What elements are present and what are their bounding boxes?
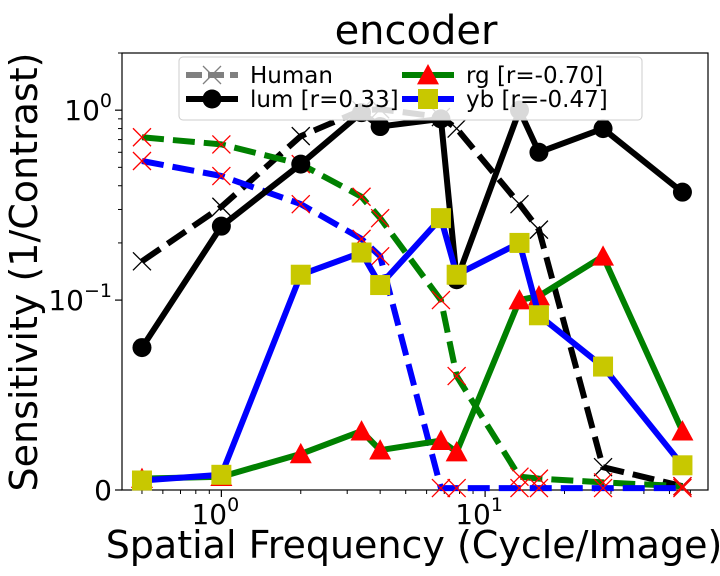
y-tick-label: 0	[94, 474, 112, 507]
legend-marker	[202, 65, 222, 85]
legend-item: rg [r=-0.70]	[402, 63, 603, 89]
model-data-point	[351, 242, 372, 263]
human-data-point	[352, 187, 371, 207]
model-data-point	[211, 464, 232, 485]
human-data-point	[529, 478, 549, 498]
model-data-point	[430, 208, 451, 229]
model-data-point	[529, 142, 549, 162]
y-tick-exponent: −1	[84, 280, 112, 302]
plot-frame	[121, 52, 709, 491]
model-data-point	[291, 154, 311, 174]
model-data-point	[289, 442, 312, 464]
legend-marker	[418, 89, 438, 109]
legend-label: rg [r=-0.70]	[466, 63, 603, 89]
model-data-point	[211, 216, 231, 236]
human-data-point	[132, 127, 152, 147]
human-data-point	[510, 194, 529, 214]
model-data-point	[446, 264, 467, 285]
human-curve	[141, 134, 683, 490]
model-data-point	[593, 119, 613, 139]
model-data-point	[350, 420, 373, 441]
model-data-point	[672, 455, 693, 476]
model-data-point	[592, 245, 615, 266]
human-data-point	[431, 478, 451, 498]
model-data-point	[369, 439, 392, 460]
model-data-point	[131, 470, 152, 491]
model-data-point	[445, 441, 468, 462]
model-data-point	[429, 429, 452, 450]
legend-label: Human	[250, 63, 333, 89]
human-data-point	[529, 469, 549, 489]
human-data-point	[291, 126, 311, 146]
x-tick-exponent: 0	[227, 494, 239, 516]
model-data-point	[672, 182, 692, 202]
x-tick-label: 100	[191, 494, 239, 531]
human-data-point	[431, 290, 451, 310]
y-tick-exponent: 0	[100, 90, 112, 112]
human-data-point	[370, 246, 390, 266]
legend-item: yb [r=-0.47]	[402, 87, 608, 113]
x-axis-label: Spatial Frequency (Cycle/Image)	[106, 523, 720, 567]
human-data-point	[672, 476, 692, 496]
human-data-point	[370, 208, 390, 228]
human-data-point	[447, 478, 467, 498]
model-data-point	[509, 232, 530, 253]
human-data-point	[211, 134, 231, 154]
human-data-point	[593, 457, 613, 477]
human-curve	[140, 106, 684, 490]
human-data-point	[447, 366, 467, 386]
x-tick-label: 101	[455, 494, 503, 531]
human-data-point	[510, 478, 529, 498]
human-data-point	[211, 197, 231, 217]
model-data-point	[370, 117, 390, 137]
model-data-point	[508, 289, 531, 310]
human-data-point	[447, 119, 467, 139]
y-tick-label: 10−1	[48, 280, 112, 317]
series-4-model	[131, 208, 693, 491]
series-3-human	[132, 127, 692, 496]
model-data-point	[290, 264, 311, 285]
legend-marker	[417, 64, 439, 85]
model-data-point	[132, 338, 152, 358]
human-data-point	[529, 220, 549, 240]
x-tick-base: 10	[455, 498, 491, 531]
legend-label: lum [r=0.33]	[250, 87, 399, 113]
model-data-point	[593, 356, 614, 377]
y-tick-label: 100	[64, 90, 112, 127]
human-data-point	[132, 151, 152, 171]
y-tick-base: 10	[64, 94, 100, 127]
human-data-point	[672, 478, 692, 498]
x-tick-exponent: 1	[491, 494, 503, 516]
series-5-human	[132, 151, 692, 498]
series-2-model	[130, 245, 694, 488]
human-data-point	[132, 251, 152, 271]
model-data-point	[671, 420, 694, 441]
legend-item: Human	[186, 63, 333, 89]
chart-title: encoder	[335, 8, 498, 54]
human-data-point	[211, 166, 231, 186]
series-1-human	[132, 99, 692, 496]
human-data-point	[291, 194, 311, 214]
legend-item: lum [r=0.33]	[186, 87, 399, 113]
human-curve	[141, 158, 683, 492]
x-tick-base: 10	[191, 498, 227, 531]
human-data-point	[593, 478, 613, 498]
legend: Human rg [r=-0.70] lum [r=0.33] yb [r=-0.47…	[178, 56, 643, 121]
legend-marker	[202, 89, 222, 109]
legend-box	[178, 56, 643, 121]
y-tick-base: 10	[48, 284, 84, 317]
y-axis-label: Sensitivity (1/Contrast)	[2, 53, 46, 492]
legend-label: yb [r=-0.47]	[466, 87, 608, 113]
model-data-point	[370, 275, 391, 296]
model-data-point	[528, 305, 549, 326]
